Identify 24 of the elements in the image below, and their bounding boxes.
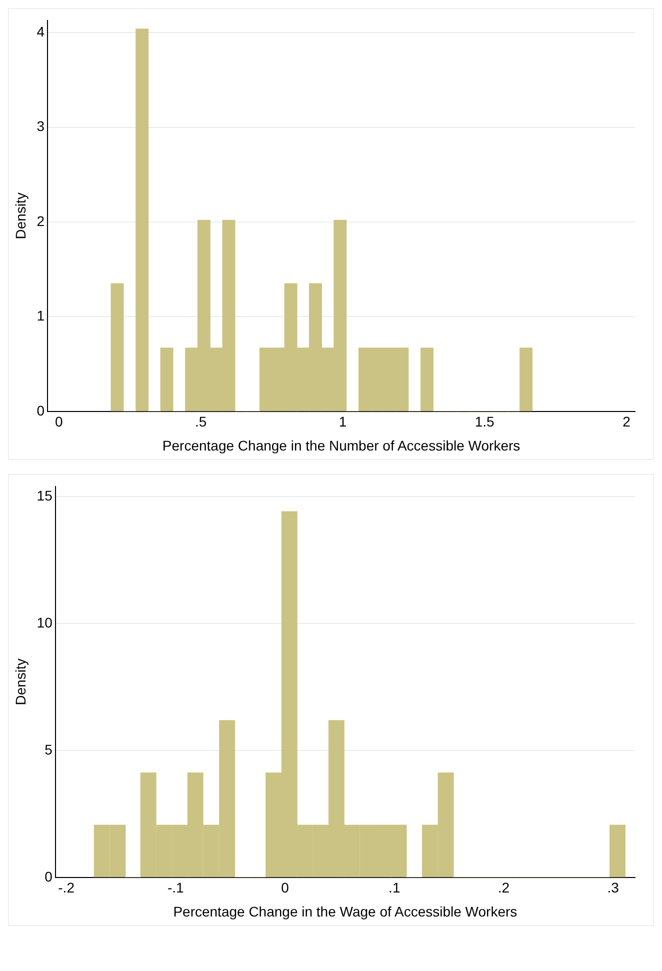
x-tick-label: 1.5 [474,414,495,430]
y-tick-label: 10 [36,614,53,630]
y-tick-label: 5 [44,741,53,758]
x-tick-label: 0 [281,880,290,896]
y-tick-label: 0 [36,402,45,418]
y-tick-label: 3 [36,118,45,134]
y-tick-label: 4 [36,24,45,40]
x-tick-label: 2 [622,414,631,430]
x-tick-label: .1 [388,880,400,896]
x-tick-label: 0 [55,414,64,430]
y-tick-label: 0 [44,868,53,884]
y-tick-label: 2 [36,212,45,229]
x-tick-label: .5 [194,414,207,430]
x-tick-label: .3 [607,880,620,896]
x-tick-label: .2 [498,880,510,896]
x-axis-title: Percentage Change in the Wage of Accessible Workers [173,903,518,920]
y-tick-label: 1 [36,308,45,324]
y-tick-label: 15 [36,487,53,504]
y-axis-title: Density [12,658,28,706]
y-axis-title: Density [12,192,28,240]
x-tick-label: -.2 [58,880,75,896]
x-axis-title: Percentage Change in the Number of Accessible Workers [162,437,520,454]
x-tick-label: -.1 [168,880,184,896]
x-tick-label: 1 [338,414,347,430]
